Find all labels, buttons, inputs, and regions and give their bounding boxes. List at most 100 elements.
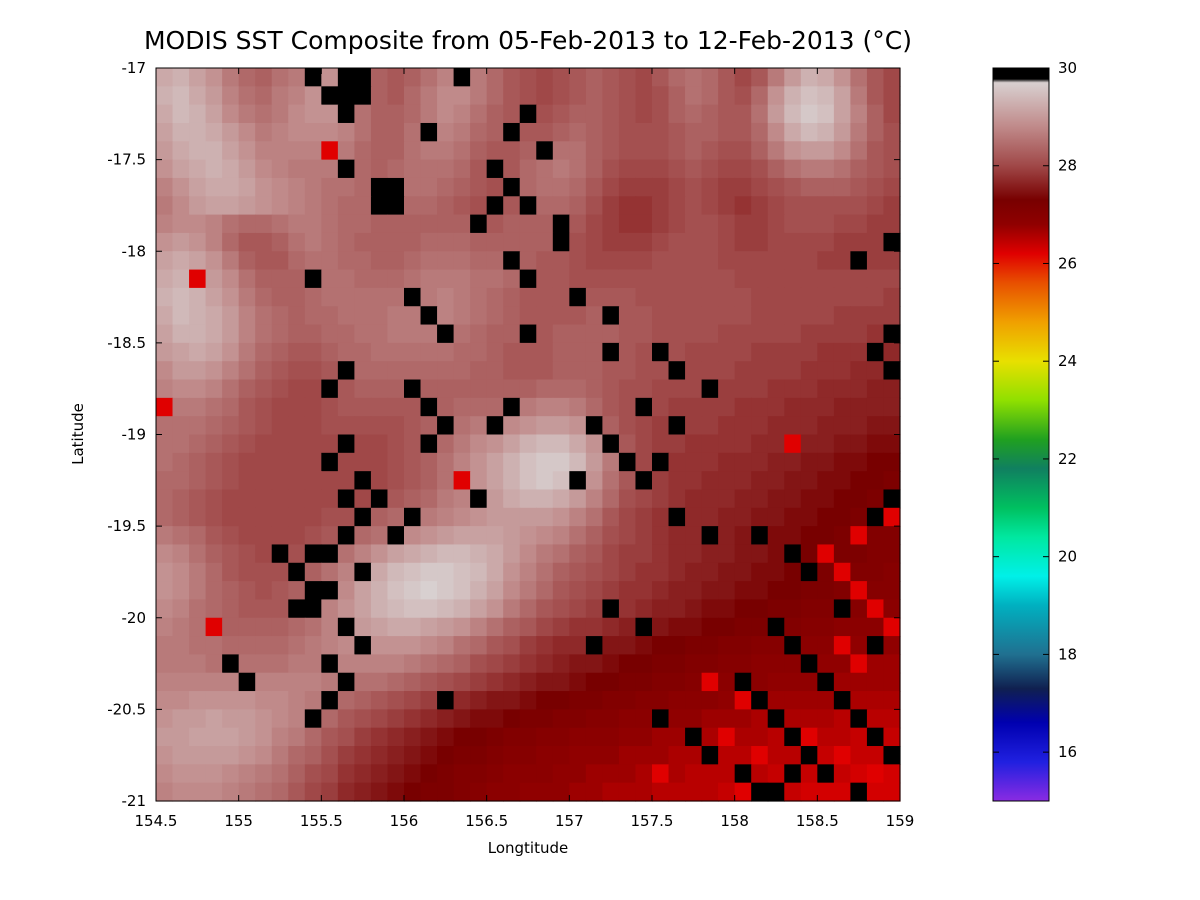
heatmap-cell [470,507,488,527]
heatmap-cell [784,434,802,454]
heatmap-cell [866,68,885,87]
heatmap-cell [618,581,637,601]
heatmap-cell [866,251,885,271]
heatmap-cell [288,379,306,399]
heatmap-cell [255,251,273,271]
heatmap-cell [602,544,620,564]
heatmap-cell [635,122,653,142]
heatmap-cell [751,269,769,289]
heatmap-cell [156,452,174,472]
heatmap-cell [205,416,223,436]
heatmap-cell [222,489,240,509]
heatmap-cell [569,122,587,142]
heatmap-cell [404,416,422,436]
heatmap-cell [486,269,504,289]
heatmap-cell [585,654,603,674]
heatmap-cell [701,654,719,674]
heatmap-cell [271,122,289,142]
heatmap-cell [767,691,785,710]
heatmap-cell [304,562,322,582]
heatmap-cell [437,287,455,307]
heatmap-cell [585,214,603,234]
heatmap-cell [718,306,736,326]
heatmap-cell [817,599,835,619]
heatmap-cell [370,691,389,710]
heatmap-cell [304,471,322,491]
heatmap-cell [767,104,785,124]
heatmap-cell [536,471,554,491]
heatmap-cell [404,86,422,106]
heatmap-cell [404,654,422,674]
heatmap-cell [470,526,488,546]
heatmap-cell [387,746,405,765]
heatmap-cell [387,122,405,142]
heatmap-cell [652,196,670,216]
heatmap-cell [503,159,521,179]
heatmap-cell [437,617,455,637]
heatmap-cell [833,727,851,747]
heatmap-cell [536,379,554,399]
heatmap-cell [172,526,190,546]
heatmap-cell [685,251,703,271]
heatmap-cell [685,379,703,399]
heatmap-cell [784,416,802,436]
heatmap-cell [370,581,389,601]
heatmap-cell [337,141,355,161]
heatmap-cell [337,471,355,491]
heatmap-cell [354,782,372,802]
heatmap-cell [668,691,686,710]
heatmap-cell [205,452,223,472]
heatmap-cell [569,214,587,234]
heatmap-cell [602,342,620,362]
heatmap-cell [734,654,752,674]
heatmap-cell [767,471,785,491]
heatmap-cell [602,746,620,765]
heatmap-cell [304,397,322,417]
heatmap-cell [635,232,653,252]
heatmap-cell [205,177,223,197]
heatmap-cell [701,104,719,124]
colorbar [992,67,1050,802]
heatmap-cell [652,507,670,527]
heatmap-cell [387,306,405,326]
heatmap-cell [569,489,587,509]
heatmap-cell [503,544,521,564]
heatmap-cell [420,361,438,381]
heatmap-cell [519,269,537,289]
heatmap-cell [751,617,769,637]
heatmap-cell [321,489,339,509]
heatmap-cell [519,562,537,582]
heatmap-cell [668,581,686,601]
heatmap-cell [635,306,653,326]
heatmap-cell [850,782,868,802]
heatmap-cell [321,452,339,472]
heatmap-cell [767,416,785,436]
y-tick-label: -18 [122,242,147,260]
heatmap-cell [850,251,868,271]
heatmap-cell [618,104,637,124]
heatmap-cell [238,86,256,106]
heatmap-cell [238,526,256,546]
heatmap-cell [734,141,752,161]
heatmap-cell [420,141,438,161]
heatmap-cell [668,727,686,747]
heatmap-cell [817,159,835,179]
heatmap-cell [701,709,719,729]
heatmap-cell [387,361,405,381]
heatmap-cell [222,269,240,289]
heatmap-cell [189,416,207,436]
heatmap-cell [304,251,322,271]
heatmap-cell [486,709,504,729]
heatmap-cell [751,434,769,454]
heatmap-cell [817,306,835,326]
heatmap-cell [238,416,256,436]
heatmap-cell [767,141,785,161]
heatmap-cell [271,471,289,491]
heatmap-cell [205,342,223,362]
heatmap-cell [354,581,372,601]
heatmap-cell [734,782,752,802]
heatmap-cell [222,104,240,124]
heatmap-cell [205,196,223,216]
heatmap-cell [668,489,686,509]
heatmap-cell [370,177,389,197]
